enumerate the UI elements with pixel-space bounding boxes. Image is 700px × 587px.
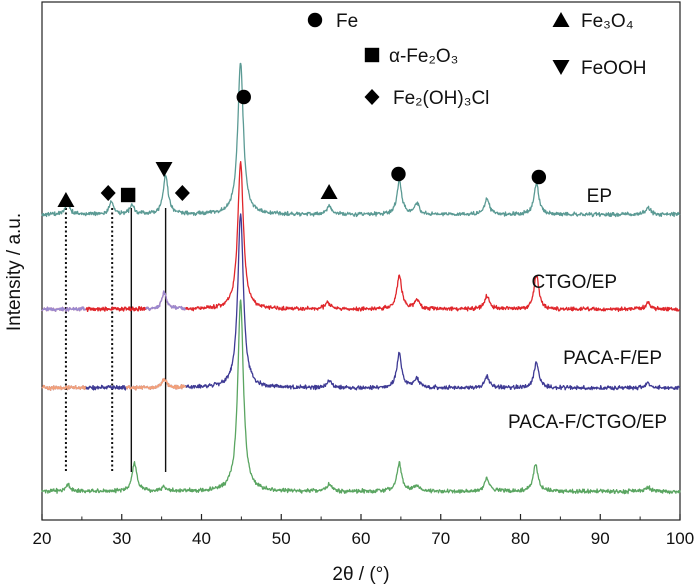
legend-label: Fe — [336, 11, 358, 32]
triangle-up-peak-marker — [57, 192, 75, 207]
series-overlay-segment — [85, 384, 127, 391]
series-paca-f-ep — [41, 213, 681, 391]
x-axis-label: 2θ / (°) — [332, 564, 389, 585]
plot-frame — [41, 1, 681, 521]
triangle-down-peak-marker — [155, 162, 173, 177]
series-label-ctgo-ep: CTGO/EP — [531, 272, 617, 293]
series-overlay-segment — [125, 377, 187, 391]
series-overlay-segment — [85, 305, 147, 312]
series-label-paca-f-ep: PACA-F/EP — [563, 348, 662, 369]
legend-label: FeOOH — [581, 58, 646, 79]
series-line — [41, 299, 681, 495]
x-tick-label: 60 — [352, 529, 371, 548]
series-label-ep: EP — [587, 186, 612, 207]
series-ctgo-ep — [41, 161, 681, 313]
circle-peak-marker — [391, 166, 406, 182]
x-tick-label: 30 — [112, 529, 131, 548]
x-tick-label: 80 — [511, 529, 530, 548]
series-paca-f-ctgo-ep — [41, 299, 681, 495]
legend-item-triangle-up: Fe₃O₄ — [552, 11, 634, 32]
legend-label: Fe₃O₄ — [581, 11, 634, 32]
circle-peak-marker — [531, 169, 547, 185]
circle-peak-marker — [236, 89, 251, 105]
series-layer — [41, 62, 681, 495]
series-line — [41, 62, 681, 218]
legend-item-square: α-Fe₂O₃ — [364, 46, 458, 67]
series-labels: EP CTGO/EP PACA-F/EP PACA-F/CTGO/EP — [508, 186, 667, 433]
legend: Fe α-Fe₂O₃ Fe₂(OH)₃Cl Fe₃O₄ FeOOH — [307, 11, 646, 109]
legend-label: Fe₂(OH)₃Cl — [393, 88, 489, 109]
reference-lines — [64, 208, 167, 472]
x-tick-label: 20 — [33, 529, 52, 548]
series-ep — [41, 62, 681, 218]
x-tick-label: 40 — [192, 529, 211, 548]
y-axis-label: Intensity / a.u. — [4, 213, 25, 331]
diamond-peak-marker — [100, 185, 116, 201]
legend-item-triangle-down: FeOOH — [552, 58, 646, 79]
x-axis: 20 30 40 50 60 70 80 90 100 — [33, 514, 694, 548]
triangle-up-peak-marker — [320, 184, 338, 199]
series-overlay-segment — [41, 306, 86, 312]
x-tick-label: 100 — [666, 529, 694, 548]
legend-item-diamond: Fe₂(OH)₃Cl — [364, 88, 489, 109]
x-tick-label: 70 — [431, 529, 450, 548]
x-tick-label: 50 — [272, 529, 291, 548]
x-tick-label: 90 — [591, 529, 610, 548]
triangle-up-legend-marker — [552, 12, 570, 27]
series-overlay-segment — [145, 290, 187, 312]
series-overlay-segment — [41, 384, 86, 391]
diamond-legend-marker — [364, 89, 380, 105]
square-peak-marker — [120, 187, 136, 203]
circle-legend-marker — [307, 12, 323, 28]
series-label-paca-f-ctgo-ep: PACA-F/CTGO/EP — [508, 412, 667, 433]
legend-label: α-Fe₂O₃ — [389, 46, 458, 67]
diamond-peak-marker — [174, 185, 190, 201]
square-legend-marker — [364, 47, 380, 63]
peak-markers — [57, 89, 547, 207]
triangle-down-legend-marker — [552, 60, 570, 75]
legend-item-circle: Fe — [307, 11, 358, 32]
